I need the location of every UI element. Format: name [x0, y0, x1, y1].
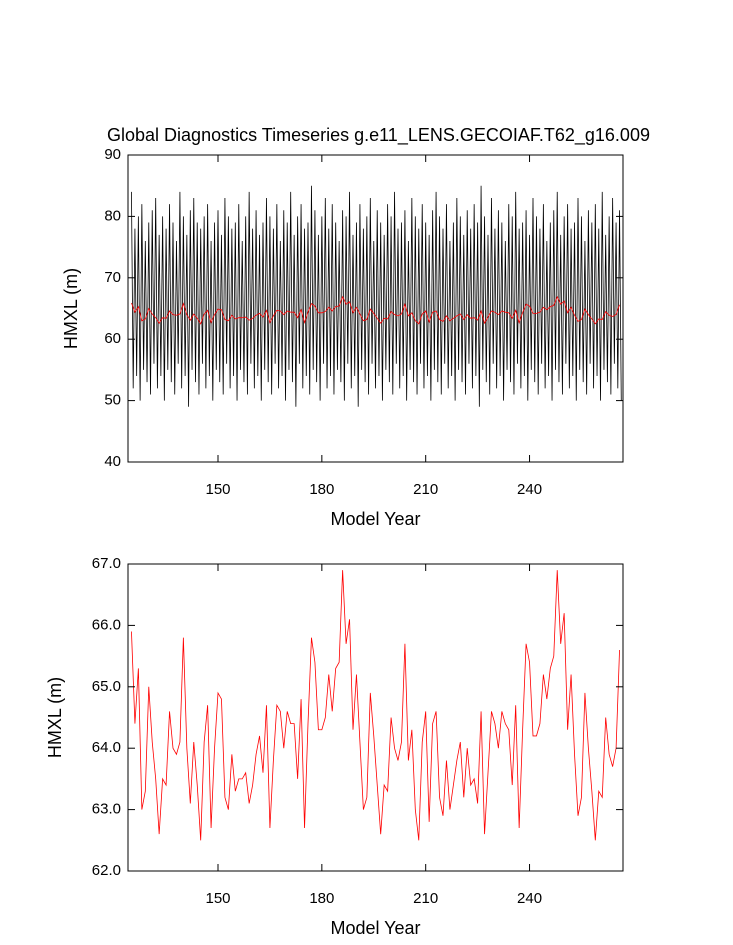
x-axis-label: Model Year: [330, 509, 420, 529]
chart-title: Global Diagnostics Timeseries g.e11_LENS…: [107, 125, 650, 146]
y-tick-label: 40: [104, 453, 121, 470]
y-axis-label: HMXL (m): [61, 268, 81, 349]
x-tick-label: 180: [309, 890, 334, 907]
x-tick-label: 240: [517, 890, 542, 907]
y-tick-label: 65.0: [92, 678, 121, 695]
y-tick-label: 66.0: [92, 616, 121, 633]
x-tick-label: 210: [413, 481, 438, 498]
y-tick-label: 62.0: [92, 862, 121, 879]
x-axis-label: Model Year: [330, 918, 420, 938]
x-tick-label: 150: [205, 890, 230, 907]
y-axis-label: HMXL (m): [45, 677, 65, 758]
y-tick-label: 70: [104, 269, 121, 286]
x-tick-label: 240: [517, 481, 542, 498]
y-tick-label: 80: [104, 207, 121, 224]
series-line: [131, 185, 622, 407]
series-line: [131, 295, 620, 325]
plot-frame: [127, 563, 624, 872]
y-tick-label: 67.0: [92, 555, 121, 572]
series-line: [131, 570, 620, 841]
y-tick-label: 63.0: [92, 801, 121, 818]
y-tick-label: 50: [104, 392, 121, 409]
x-tick-label: 180: [309, 481, 334, 498]
y-tick-label: 60: [104, 330, 121, 347]
x-tick-label: 210: [413, 890, 438, 907]
y-tick-label: 90: [104, 146, 121, 163]
y-tick-label: 64.0: [92, 739, 121, 756]
x-tick-label: 150: [205, 481, 230, 498]
plot-frame: [127, 154, 624, 463]
